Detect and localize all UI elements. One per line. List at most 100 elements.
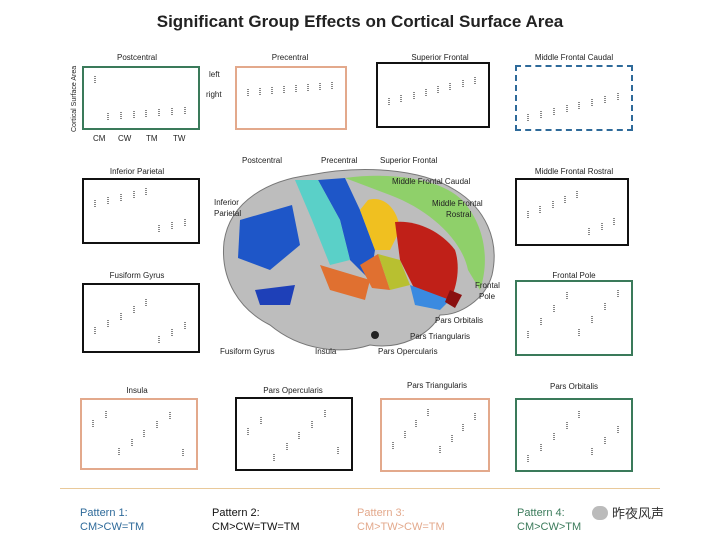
error-bar-mark [591,316,594,324]
error-bar-mark [388,98,390,106]
error-bar-mark [106,320,109,328]
error-bar-mark [259,417,262,425]
error-bar-mark [438,446,441,454]
error-bar-mark [461,80,464,88]
precentral-region [318,178,375,280]
panel-fusiform-gyrus [82,283,200,353]
error-bar-mark [539,318,542,326]
error-bar-mark [415,420,418,428]
pattern-3-name: Pattern 3: [357,507,405,519]
error-bar-mark [104,411,107,419]
error-bar-mark [247,89,249,97]
error-bar-mark [158,336,161,344]
pattern-1: Pattern 1: CM>CW=TM [80,506,144,534]
panel-pars-opercularis [235,397,353,471]
brain-label-pars-triangularis: Pars Triangularis [410,332,471,341]
watermark-text: 昨夜风声 [612,506,665,521]
error-bar-mark [591,448,594,456]
error-bar-mark [259,88,261,96]
panel-middle-frontal-rostral [515,178,629,246]
pattern-2-rule: CM>CW=TW=TM [212,521,300,533]
panel-postcentral [82,66,200,130]
error-bar-mark [462,424,465,432]
error-bar-mark [578,329,581,337]
error-bar-mark [182,449,184,457]
error-bar-mark [171,108,174,116]
pattern-2-name: Pattern 2: [212,507,260,519]
x-tick-tw: TW [173,134,186,143]
pars-triangularis-region [378,254,410,290]
error-bar-mark [145,299,148,307]
x-tick-cw: CW [118,134,132,143]
panel-title-pars-opercularis: Pars Opercularis [263,386,323,395]
error-bar-mark [565,105,568,113]
panel-frontal-pole [515,280,633,356]
error-bar-mark [184,219,186,227]
error-bar-mark [604,303,607,311]
error-bar-mark [117,448,120,456]
error-bar-mark [311,421,314,429]
error-bar-mark [283,86,285,94]
error-bar-mark [271,87,273,95]
cerebellum-dot [371,331,379,339]
error-bar-mark [527,455,529,463]
brain-label-inferior-parietal-2: Parietal [214,209,242,218]
error-bar-mark [437,86,440,94]
pattern-3-rule: CM>TW>CW=TM [357,521,445,533]
panel-inferior-parietal [82,178,200,244]
error-bar-mark [143,430,146,438]
x-tick-cm: CM [93,134,106,143]
error-bar-mark [184,322,186,330]
error-bar-mark [169,412,172,420]
error-bar-mark [106,113,109,121]
panel-insula [80,398,198,470]
middle-frontal-rostral-region [395,221,458,300]
error-bar-mark [400,95,403,103]
pattern-4: Pattern 4: CM>CW>TM [517,506,581,534]
brain-label-inferior-parietal-1: Inferior [214,198,239,207]
error-bar-mark [403,431,406,439]
error-bar-mark [474,413,476,421]
panel-precentral [235,66,347,130]
frontal-pole-region [445,290,462,308]
error-bar-mark [565,292,568,300]
panel-title-insula: Insula [126,386,148,395]
brain-label-fusiform-gyrus: Fusiform Gyrus [220,347,275,356]
brain-label-postcentral: Postcentral [242,156,283,165]
panel-title-inferior-parietal: Inferior Parietal [109,167,165,176]
pattern-2: Pattern 2: CM>CW=TW=TM [212,506,300,534]
pattern-4-rule: CM>CW>TM [517,521,582,533]
error-bar-mark [132,191,135,199]
error-bar-mark [94,327,96,335]
panel-title-superior-frontal: Superior Frontal [411,53,469,62]
inferior-parietal-region [238,205,300,270]
panel-title-pars-triangularis: Pars Triangularis [406,381,468,390]
error-bar-mark [600,223,603,231]
wechat-icon [592,505,608,520]
error-bar-mark [604,437,607,445]
brain-label-superior-frontal: Superior Frontal [380,156,438,165]
panel-title-precentral: Precentral [271,53,309,62]
error-bar-mark [184,107,186,115]
error-bar-mark [307,84,309,92]
error-bar-mark [613,218,615,226]
error-bar-mark [132,111,135,119]
error-bar-mark [617,426,619,434]
error-bar-mark [427,409,430,417]
error-bar-mark [617,93,619,101]
pars-orbitalis-region [410,285,450,310]
panel-superior-frontal [376,62,490,128]
error-bar-mark [158,109,161,117]
panel-title-postcentral: Postcentral [116,53,158,62]
error-bar-mark [539,444,542,452]
brain-label-middle-frontal-rostral-1: Middle Frontal [432,199,483,208]
x-tick-tm: TM [146,134,158,143]
error-bar-mark [119,313,122,321]
brain-label-frontal-pole-2: Pole [479,292,496,301]
error-bar-mark [94,76,96,84]
panel-pars-triangularis [380,398,490,472]
error-bar-mark [337,447,339,455]
error-bar-mark [539,111,542,119]
middle-frontal-caudal-region [360,199,400,250]
pattern-1-rule: CM>CW=TM [80,521,145,533]
